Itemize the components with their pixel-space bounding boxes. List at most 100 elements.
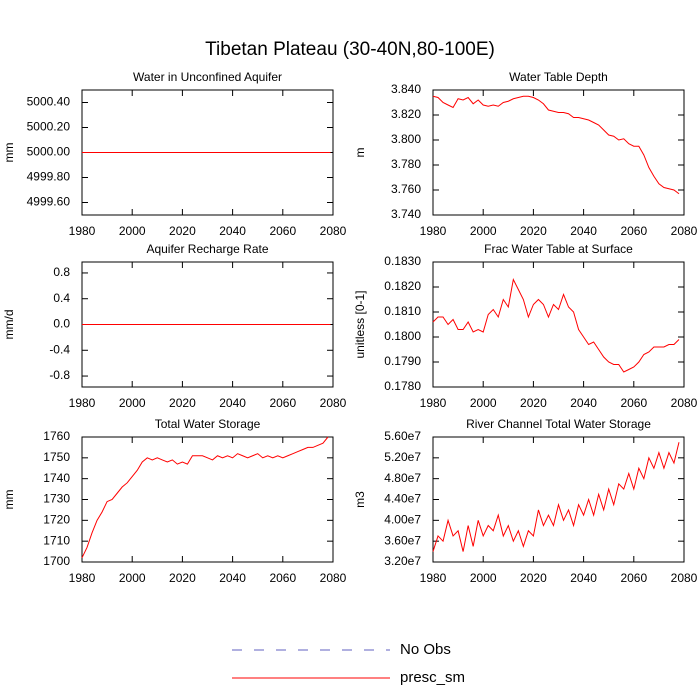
- x-tick-label: 2000: [119, 396, 146, 410]
- x-tick-label: 2080: [320, 396, 347, 410]
- y-tick-label: 1730: [43, 492, 70, 506]
- x-tick-label: 2020: [169, 224, 196, 238]
- panel: Water Table Depth m 1980 2000 2020 2040 2060 20…: [353, 70, 697, 238]
- x-tick-label: 2020: [520, 224, 547, 238]
- y-tick-label: 3.740: [391, 207, 421, 221]
- figure-title: Tibetan Plateau (30-40N,80-100E): [205, 39, 495, 60]
- y-tick-label: 3.20e7: [384, 554, 421, 568]
- y-tick-label: 0.1800: [384, 329, 421, 343]
- y-tick-label: 0.1790: [384, 354, 421, 368]
- y-axis-label: m: [353, 148, 367, 158]
- x-tick-label: 2060: [269, 224, 296, 238]
- y-tick-label: 5000.40: [27, 95, 71, 109]
- y-axis-label: mm: [2, 143, 16, 163]
- y-tick-label: 0.8: [53, 265, 70, 279]
- panel-title: Aquifer Recharge Rate: [146, 242, 268, 256]
- panel: Frac Water Table at Surface unitless [0-1…: [353, 242, 697, 410]
- y-tick-label: 5.60e7: [384, 429, 421, 443]
- panel: Aquifer Recharge Rate mm/d 1980 2000 2020 204…: [2, 242, 346, 410]
- y-tick-label: 3.840: [391, 82, 421, 96]
- data-line: [81, 436, 329, 559]
- x-tick-label: 2020: [520, 571, 547, 585]
- legend-label: presc_sm: [400, 669, 465, 686]
- x-tick-label: 2040: [570, 224, 597, 238]
- x-tick-label: 2000: [470, 396, 497, 410]
- y-tick-label: -0.4: [49, 342, 70, 356]
- x-tick-label: 1980: [420, 224, 447, 238]
- x-tick-label: 1980: [69, 396, 96, 410]
- y-tick-label: 4999.60: [27, 195, 71, 209]
- data-line: [432, 442, 680, 552]
- x-tick-label: 2080: [671, 396, 698, 410]
- x-tick-label: 2080: [671, 571, 698, 585]
- plot-frame: [432, 261, 685, 388]
- x-tick-label: 2040: [570, 396, 597, 410]
- y-tick-label: 1750: [43, 450, 70, 464]
- x-tick-label: 2020: [169, 571, 196, 585]
- panel-title: River Channel Total Water Storage: [466, 417, 651, 431]
- y-tick-label: 3.760: [391, 182, 421, 196]
- y-tick-label: 1720: [43, 513, 70, 527]
- y-tick-label: 4.00e7: [384, 513, 421, 527]
- x-tick-label: 2080: [320, 224, 347, 238]
- y-tick-label: 0.1820: [384, 279, 421, 293]
- x-tick-label: 2040: [219, 224, 246, 238]
- y-axis-label: m3: [353, 491, 367, 508]
- y-tick-label: 1760: [43, 429, 70, 443]
- y-tick-label: 1740: [43, 471, 70, 485]
- panel-title: Frac Water Table at Surface: [484, 242, 633, 256]
- panel-title: Water in Unconfined Aquifer: [133, 70, 282, 84]
- data-line: [432, 95, 680, 195]
- x-tick-label: 1980: [420, 396, 447, 410]
- plot-frame: [81, 436, 334, 563]
- y-axis-label: mm/d: [2, 310, 16, 340]
- x-tick-label: 2060: [269, 571, 296, 585]
- y-tick-label: 0.1780: [384, 379, 421, 393]
- y-tick-label: 0.0: [53, 317, 70, 331]
- x-tick-label: 2020: [169, 396, 196, 410]
- x-tick-label: 1980: [69, 224, 96, 238]
- x-tick-label: 2080: [320, 571, 347, 585]
- plot-frame: [432, 89, 685, 216]
- panel: Water in Unconfined Aquifer mm 1980 2000 202…: [2, 70, 346, 238]
- y-tick-label: 1700: [43, 554, 70, 568]
- y-tick-label: 0.4: [53, 291, 70, 305]
- y-tick-label: 5.20e7: [384, 450, 421, 464]
- x-tick-label: 1980: [69, 571, 96, 585]
- x-tick-label: 2000: [470, 571, 497, 585]
- y-tick-label: 3.780: [391, 157, 421, 171]
- x-tick-label: 2000: [470, 224, 497, 238]
- panel: River Channel Total Water Storage m3 1980 2…: [353, 417, 697, 585]
- x-tick-label: 2040: [219, 571, 246, 585]
- x-tick-label: 2060: [620, 396, 647, 410]
- y-tick-label: 4.80e7: [384, 471, 421, 485]
- x-tick-label: 2060: [620, 571, 647, 585]
- y-tick-label: 0.1830: [384, 254, 421, 268]
- y-tick-label: -0.8: [49, 368, 70, 382]
- panel-title: Water Table Depth: [509, 70, 608, 84]
- x-tick-label: 2080: [671, 224, 698, 238]
- x-tick-label: 2060: [269, 396, 296, 410]
- y-tick-label: 1710: [43, 533, 70, 547]
- y-axis-label: mm: [2, 490, 16, 510]
- x-tick-label: 2000: [119, 571, 146, 585]
- x-tick-label: 2020: [520, 396, 547, 410]
- y-tick-label: 0.1810: [384, 304, 421, 318]
- y-tick-label: 3.60e7: [384, 533, 421, 547]
- x-tick-label: 2040: [570, 571, 597, 585]
- legend-label: No Obs: [400, 641, 451, 658]
- y-axis-label: unitless [0-1]: [353, 290, 367, 358]
- x-tick-label: 2060: [620, 224, 647, 238]
- plot-frame: [432, 436, 685, 563]
- panel: Total Water Storage mm 1980 2000 2020 2040 206…: [2, 417, 346, 585]
- y-tick-label: 4.40e7: [384, 492, 421, 506]
- y-tick-label: 3.820: [391, 107, 421, 121]
- y-tick-label: 5000.20: [27, 120, 71, 134]
- x-tick-label: 2000: [119, 224, 146, 238]
- y-tick-label: 5000.00: [27, 145, 71, 159]
- x-tick-label: 2040: [219, 396, 246, 410]
- x-tick-label: 1980: [420, 571, 447, 585]
- y-tick-label: 3.800: [391, 132, 421, 146]
- data-line: [432, 277, 680, 373]
